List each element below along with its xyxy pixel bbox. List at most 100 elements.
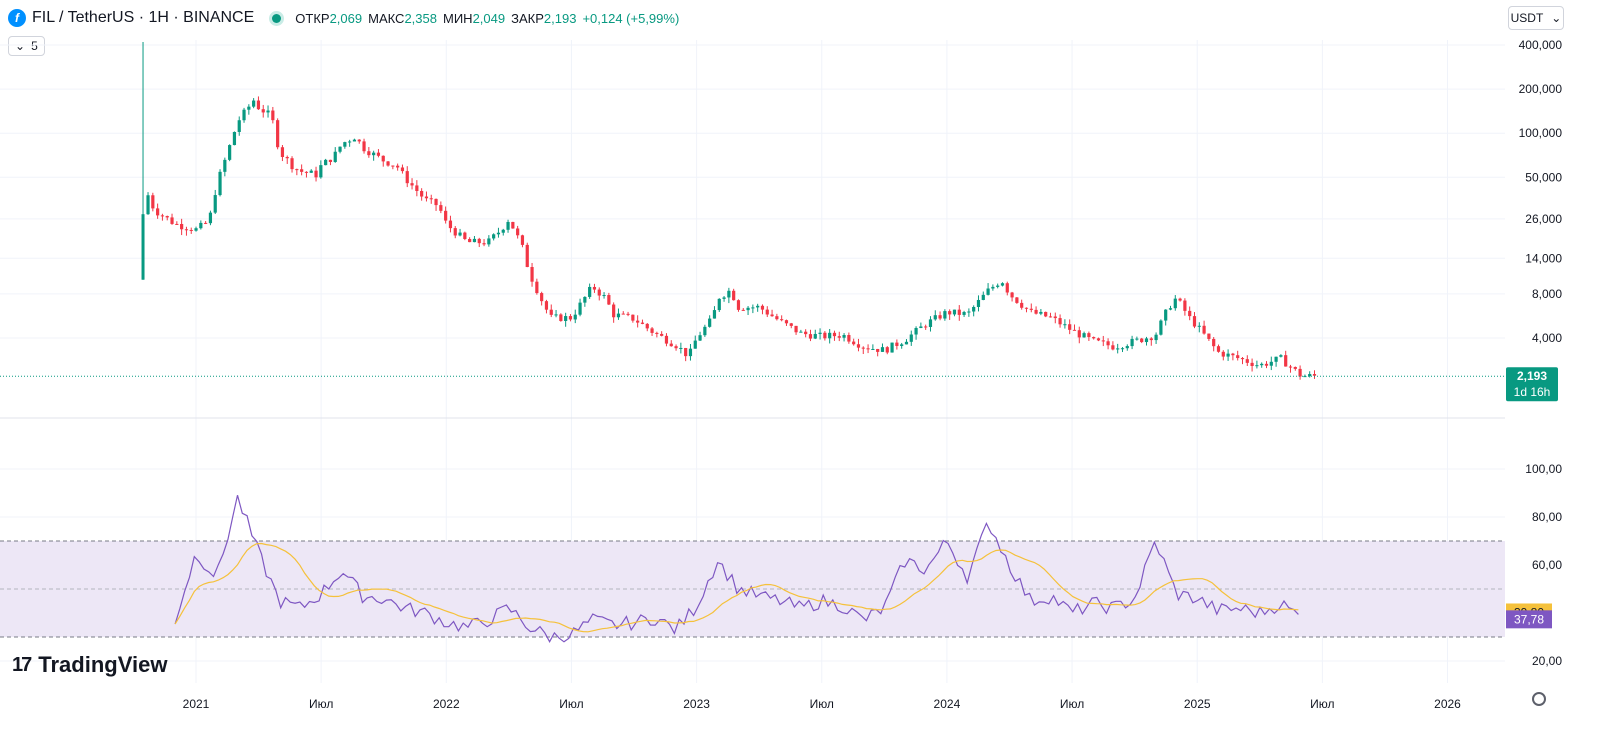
candle (256, 100, 261, 110)
last-price-badge (1506, 367, 1558, 402)
candle (1293, 367, 1297, 369)
candle (1072, 329, 1077, 331)
candle (751, 307, 755, 309)
candle (348, 141, 352, 143)
candle (511, 221, 515, 229)
candle (885, 347, 889, 353)
candle (607, 295, 611, 305)
filecoin-logo-icon: f (8, 9, 26, 27)
candle (1202, 325, 1206, 334)
candle (1192, 316, 1197, 327)
candle (516, 228, 520, 236)
candle (1111, 345, 1115, 350)
candle (856, 344, 861, 348)
candle (852, 341, 856, 345)
candle (400, 167, 405, 172)
candle (405, 171, 409, 184)
candle (396, 165, 400, 168)
candle (1087, 333, 1091, 338)
candle (453, 228, 457, 236)
candle (496, 232, 501, 235)
candle (357, 139, 361, 142)
candle (981, 294, 985, 300)
candle (1212, 338, 1216, 347)
candle (1183, 300, 1187, 311)
candle (847, 335, 851, 342)
candle (1207, 333, 1211, 339)
candle (962, 312, 966, 315)
tradingview-logo[interactable]: 17 TradingView (12, 652, 167, 678)
candle (976, 299, 981, 307)
candle (540, 293, 544, 302)
candle (549, 309, 553, 315)
candle (564, 316, 568, 321)
candle (736, 300, 741, 310)
candle (333, 151, 337, 162)
candle (376, 152, 381, 156)
candle (1140, 338, 1144, 343)
candle (1288, 366, 1293, 368)
candle (180, 223, 184, 230)
candle (880, 347, 885, 352)
candle (784, 320, 789, 324)
candle (698, 335, 702, 341)
candle (160, 215, 165, 217)
candle (866, 348, 870, 350)
candle (837, 336, 841, 338)
candle (463, 232, 467, 239)
price-change: +0,124 (+5,99%) (582, 10, 680, 26)
candle (1154, 334, 1158, 341)
candle (232, 131, 237, 146)
candle (1274, 356, 1278, 362)
candle (468, 238, 472, 243)
time-tick-label: 2023 (683, 697, 710, 711)
price-series (141, 42, 1317, 380)
candle (626, 313, 630, 315)
candle (948, 311, 952, 315)
symbol-title[interactable]: FIL / TetherUS · 1H · BINANCE (32, 9, 255, 26)
candle (679, 347, 683, 349)
candle (391, 165, 395, 167)
indicators-toggle-button[interactable]: ⌄ 5 (8, 36, 45, 56)
candle (1303, 376, 1307, 378)
candle (789, 323, 793, 326)
candle (1264, 363, 1269, 366)
candle (770, 314, 774, 317)
time-tick-label: Июл (309, 697, 333, 711)
rsi-label: 37,78 (1514, 612, 1544, 626)
candle (573, 314, 577, 320)
candle (424, 196, 429, 199)
currency-select[interactable]: USDT ⌄ (1508, 6, 1564, 30)
settings-gear-icon[interactable] (1532, 692, 1546, 706)
candle (957, 309, 961, 315)
candle (458, 232, 462, 236)
candle (295, 169, 299, 171)
candle (319, 165, 323, 178)
time-tick-label: Июл (1060, 697, 1084, 711)
candle (1053, 316, 1057, 319)
candle (367, 151, 371, 156)
candle (290, 158, 294, 170)
candle (636, 320, 640, 323)
candle (612, 304, 616, 318)
candle (823, 332, 827, 339)
candle (1092, 337, 1096, 339)
candle (261, 109, 265, 113)
candle (213, 195, 217, 213)
market-status-icon (272, 13, 282, 23)
candle (309, 170, 313, 173)
candle (1130, 338, 1134, 347)
time-tick-label: Июл (1310, 697, 1334, 711)
candle (991, 286, 995, 289)
price-tick-label: 400,000 (1519, 38, 1563, 52)
currency-label: USDT (1510, 11, 1544, 25)
candle (996, 285, 1000, 287)
candle (410, 183, 414, 186)
candle (1120, 348, 1125, 350)
candle (1260, 363, 1264, 366)
candle (1068, 324, 1072, 330)
logo-text: TradingView (38, 652, 168, 677)
candle (1020, 302, 1024, 308)
candle (1058, 318, 1062, 325)
